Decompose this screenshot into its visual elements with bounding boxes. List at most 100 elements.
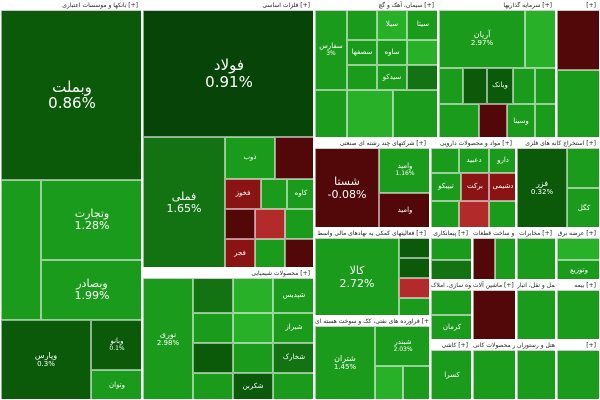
stock-tile[interactable] bbox=[513, 68, 535, 104]
stock-tile[interactable] bbox=[233, 278, 273, 313]
stock-tile[interactable] bbox=[193, 373, 233, 399]
stock-tile[interactable] bbox=[459, 201, 489, 227]
stock-tile[interactable]: شستا -0.08% bbox=[315, 148, 379, 227]
stock-tile[interactable] bbox=[517, 350, 555, 399]
stock-tile[interactable]: سیلا bbox=[377, 10, 407, 40]
sector-title[interactable]: حمل و نقل، انبار [+] bbox=[517, 281, 555, 291]
stock-tile[interactable]: شیراز bbox=[273, 313, 313, 343]
stock-tile[interactable] bbox=[567, 148, 599, 188]
stock-tile[interactable] bbox=[439, 68, 463, 104]
stock-tile[interactable]: فجر bbox=[225, 239, 255, 267]
stock-tile[interactable] bbox=[495, 238, 515, 279]
stock-tile[interactable] bbox=[193, 278, 233, 313]
stock-tile[interactable] bbox=[431, 148, 459, 173]
stock-tile[interactable] bbox=[431, 290, 471, 315]
stock-tile[interactable]: وبصادر 1.99% bbox=[41, 260, 141, 320]
stock-tile[interactable] bbox=[557, 350, 599, 399]
sector-title[interactable]: شرکتهای چند رشته ای صنعتی [+] bbox=[315, 139, 429, 149]
stock-tile[interactable]: وتجارت 1.28% bbox=[41, 180, 141, 260]
sector-title[interactable]: پیمانکاری [+] bbox=[431, 229, 471, 239]
stock-tile[interactable] bbox=[479, 104, 507, 137]
stock-tile[interactable]: سصفها bbox=[347, 40, 377, 65]
stock-tile[interactable]: شتران 1.45% bbox=[315, 326, 375, 399]
stock-tile[interactable] bbox=[403, 366, 429, 399]
stock-tile[interactable]: ساوه bbox=[377, 40, 407, 65]
sector-title[interactable]: خودرو و ساخت قطعات [+] bbox=[473, 229, 515, 239]
stock-tile[interactable]: شکربن bbox=[233, 373, 273, 399]
sector-title[interactable]: محصولات شیمیایی [+] bbox=[143, 269, 313, 279]
stock-tile[interactable]: سفارس 3% bbox=[315, 10, 347, 90]
sector-title[interactable]: بیمه [+] bbox=[557, 281, 599, 291]
stock-tile[interactable]: کاوه bbox=[287, 179, 313, 209]
stock-tile[interactable] bbox=[273, 373, 313, 399]
stock-tile[interactable]: فولاد 0.91% bbox=[143, 10, 313, 137]
sector-title[interactable]: [+] bbox=[557, 1, 599, 11]
stock-tile[interactable]: شپدیس bbox=[273, 278, 313, 313]
stock-tile[interactable]: وسینا bbox=[507, 104, 535, 137]
stock-tile[interactable] bbox=[375, 366, 403, 399]
stock-tile[interactable] bbox=[557, 70, 599, 137]
stock-tile[interactable]: وامید bbox=[379, 193, 429, 227]
stock-tile[interactable] bbox=[261, 179, 287, 209]
sector-title[interactable]: [+] bbox=[557, 341, 599, 351]
stock-tile[interactable]: وتوزیع bbox=[557, 260, 599, 279]
stock-tile[interactable] bbox=[399, 258, 429, 278]
sector-title[interactable]: فلزات اساسی [+] bbox=[143, 1, 313, 11]
sector-title[interactable]: فراورده های نفتی، کک و سوخت هسته ای [+] bbox=[315, 317, 429, 327]
stock-tile[interactable]: کسرا bbox=[431, 350, 471, 399]
stock-tile[interactable] bbox=[255, 209, 285, 239]
stock-tile[interactable]: کالا 2.72% bbox=[315, 238, 399, 315]
stock-tile[interactable] bbox=[233, 343, 273, 373]
stock-tile[interactable]: سیتا bbox=[407, 10, 437, 40]
stock-tile[interactable] bbox=[233, 313, 273, 343]
sector-title[interactable]: سیمان، آهک و گچ [+] bbox=[315, 1, 437, 11]
stock-tile[interactable]: برکت bbox=[461, 173, 489, 201]
stock-tile[interactable]: فملی 1.65% bbox=[143, 137, 225, 267]
stock-tile[interactable] bbox=[473, 290, 515, 339]
stock-tile[interactable]: وبملت 0.86% bbox=[1, 10, 141, 180]
stock-tile[interactable]: فخوز bbox=[225, 179, 261, 209]
stock-tile[interactable] bbox=[431, 238, 471, 260]
sector-title[interactable]: کاشی [+] bbox=[431, 341, 471, 351]
stock-tile[interactable] bbox=[473, 238, 495, 279]
sector-title[interactable]: سایر محصولات کانی [+] bbox=[473, 341, 515, 351]
stock-tile[interactable] bbox=[517, 238, 555, 279]
stock-tile[interactable]: کگل bbox=[567, 188, 599, 227]
stock-tile[interactable]: وتوان bbox=[91, 370, 141, 399]
stock-tile[interactable] bbox=[535, 68, 555, 104]
sector-title[interactable]: بانکها و موسسات اعتباری [+] bbox=[1, 1, 141, 11]
stock-tile[interactable] bbox=[285, 239, 313, 267]
stock-tile[interactable] bbox=[347, 90, 393, 137]
sector-title[interactable]: ماشین آلات [+] bbox=[473, 281, 515, 291]
stock-tile[interactable] bbox=[517, 290, 555, 339]
stock-tile[interactable]: شخارک bbox=[273, 343, 313, 373]
sector-title[interactable]: مواد و محصولات دارویی [+] bbox=[431, 139, 515, 149]
stock-tile[interactable] bbox=[1, 180, 41, 320]
stock-tile[interactable]: دارو bbox=[489, 148, 515, 173]
stock-tile[interactable] bbox=[399, 298, 429, 315]
stock-tile[interactable]: وپارس 0.3% bbox=[1, 320, 91, 399]
stock-tile[interactable] bbox=[431, 201, 459, 227]
stock-tile[interactable] bbox=[439, 104, 479, 137]
stock-tile[interactable] bbox=[315, 90, 347, 137]
stock-tile[interactable] bbox=[535, 104, 555, 137]
stock-tile[interactable]: آریان 2.97% bbox=[439, 10, 525, 68]
stock-tile[interactable] bbox=[489, 201, 515, 227]
stock-tile[interactable] bbox=[285, 209, 313, 239]
stock-tile[interactable] bbox=[393, 90, 437, 137]
stock-tile[interactable]: ذوب bbox=[225, 137, 275, 179]
stock-tile[interactable] bbox=[407, 40, 437, 65]
stock-tile[interactable]: نوری 2.98% bbox=[143, 278, 193, 399]
sector-title[interactable]: مخابرات [+] bbox=[517, 229, 555, 239]
stock-tile[interactable] bbox=[225, 209, 255, 239]
stock-tile[interactable] bbox=[557, 10, 599, 70]
stock-tile[interactable]: دشیمی bbox=[489, 173, 515, 201]
sector-title[interactable]: فعالیتهای کمکی به نهادهای مالی واسط [+] bbox=[315, 229, 429, 239]
stock-tile[interactable]: دعبید bbox=[459, 148, 489, 173]
stock-tile[interactable]: شبندر 2.03% bbox=[375, 326, 429, 366]
sector-title[interactable]: عرضه برق [+] bbox=[557, 229, 599, 239]
stock-tile[interactable]: تیپیکو bbox=[431, 173, 461, 201]
stock-tile[interactable] bbox=[463, 68, 487, 104]
sector-title[interactable]: هتل و رستوران [+] bbox=[517, 341, 555, 351]
stock-tile[interactable] bbox=[399, 278, 429, 298]
